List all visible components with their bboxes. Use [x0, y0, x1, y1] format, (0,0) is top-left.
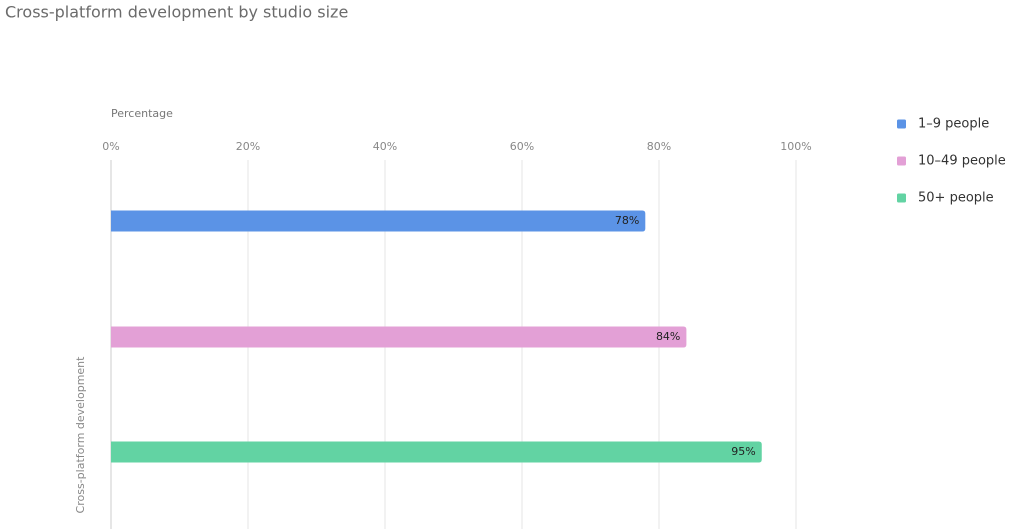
legend-swatch	[897, 193, 906, 203]
x-tick-label: 80%	[647, 140, 671, 153]
x-tick-label: 100%	[780, 140, 811, 153]
legend-label: 50+ people	[918, 191, 994, 206]
legend-label: 1–9 people	[918, 117, 989, 132]
legend-swatch	[897, 119, 906, 129]
bar	[111, 326, 687, 348]
value-label: 84%	[656, 330, 680, 343]
x-tick-label: 20%	[236, 140, 260, 153]
x-tick-label: 0%	[102, 140, 119, 153]
x-axis-label: Percentage	[111, 107, 173, 120]
legend-label: 10–49 people	[918, 154, 1006, 169]
chart-title: Cross-platform development by studio siz…	[5, 3, 348, 22]
bar	[111, 441, 762, 463]
value-label: 95%	[731, 445, 755, 458]
bar	[111, 210, 646, 232]
x-tick-label: 40%	[373, 140, 397, 153]
y-category-label: Cross-platform development	[74, 356, 87, 514]
value-label: 78%	[615, 214, 639, 227]
legend-swatch	[897, 156, 906, 166]
x-tick-label: 60%	[510, 140, 534, 153]
